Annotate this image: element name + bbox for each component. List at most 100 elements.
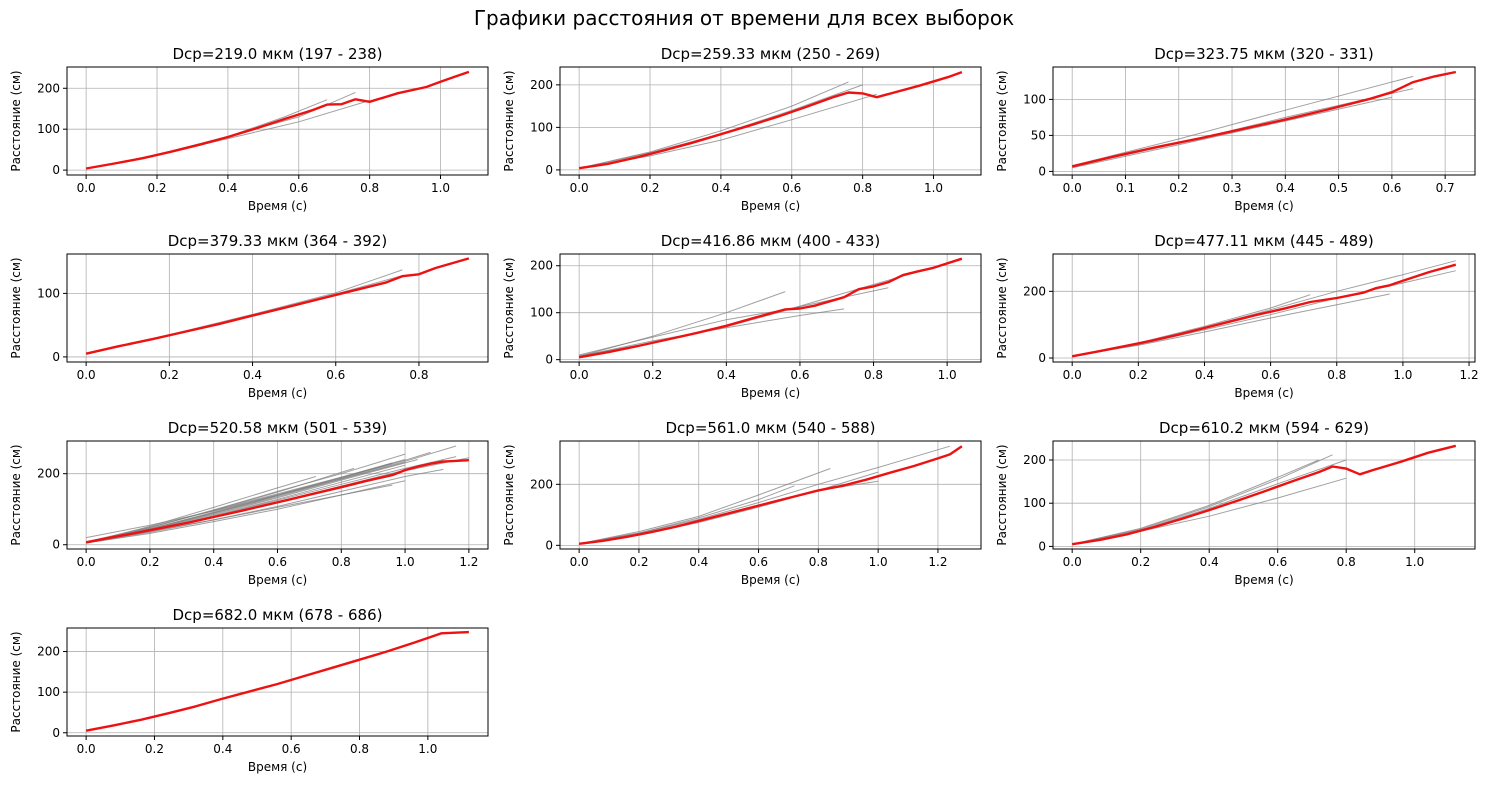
x-tick-label: 0.0 — [1063, 555, 1082, 569]
y-tick-label: 200 — [530, 78, 553, 92]
sample-series-line — [578, 291, 786, 357]
series-group — [1072, 444, 1457, 546]
sample-series-line — [85, 467, 355, 544]
y-tick-label: 100 — [530, 306, 553, 320]
subplot-5: 0.0 0.2 0.4 0.6 0.8 1.0 0 100 200 Dср=416.86 мкм … — [502, 232, 982, 400]
x-axis-label: Время (с) — [248, 760, 307, 774]
series-group — [85, 257, 470, 355]
subplot-title: Dср=379.33 мкм (364 - 392) — [168, 232, 388, 250]
x-tick-label: 0.6 — [289, 181, 308, 195]
y-tick-label: 0 — [1038, 164, 1046, 178]
axes-frame — [66, 66, 489, 176]
y-axis-label: Расстояние (см) — [9, 631, 23, 732]
x-tick-label: 0.0 — [77, 181, 96, 195]
x-tick-label: 1.0 — [938, 368, 957, 382]
x-tick-label: 0.4 — [243, 368, 262, 382]
axes-frame — [1052, 440, 1476, 550]
series-group — [1071, 70, 1457, 169]
x-tick-label: 0.8 — [332, 555, 351, 569]
subplot-title: Dср=219.0 мкм (197 - 238) — [173, 45, 383, 63]
y-tick-label: 0 — [52, 726, 60, 740]
x-tick-label: 0.8 — [1327, 368, 1346, 382]
axes-frame — [1052, 253, 1476, 363]
x-tick-label: 0.4 — [689, 555, 708, 569]
sample-series-line — [1072, 454, 1333, 545]
y-tick-label: 200 — [37, 645, 60, 659]
sample-series-line — [1072, 459, 1347, 545]
subplot-4: 0.0 0.2 0.4 0.6 0.8 0 100 Dср=379.33 мкм (364 -… — [9, 232, 489, 400]
mean-series-line — [85, 630, 469, 732]
sample-series-line — [1072, 459, 1319, 545]
x-axis-label: Время (с) — [248, 386, 307, 400]
subplot-3: 0.0 0.1 0.2 0.3 0.4 0.5 0.6 0.7 0 50 100 Dср=323.75… — [995, 45, 1476, 213]
mean-series-line — [578, 70, 963, 170]
axes-frame — [66, 253, 489, 363]
x-tick-label: 0.6 — [749, 555, 768, 569]
subplot-1: 0.0 0.2 0.4 0.6 0.8 1.0 0 100 200 Dср=219.0 мкм (… — [9, 45, 489, 213]
y-tick-label: 100 — [37, 286, 60, 300]
mean-series-line — [85, 257, 470, 355]
x-tick-label: 0.7 — [1436, 181, 1455, 195]
sample-series-line — [1072, 96, 1393, 169]
x-tick-label: 0.4 — [711, 181, 730, 195]
sample-series-line — [578, 308, 845, 357]
x-tick-label: 0.8 — [853, 181, 872, 195]
y-tick-label: 0 — [52, 350, 60, 364]
x-tick-label: 0.0 — [570, 555, 589, 569]
subplot-title: Dср=259.33 мкм (250 - 269) — [661, 45, 881, 63]
x-tick-label: 0.6 — [1268, 555, 1287, 569]
y-tick-label: 200 — [37, 467, 60, 481]
y-tick-label: 0 — [1038, 351, 1046, 365]
x-tick-label: 0.2 — [629, 555, 648, 569]
y-tick-label: 200 — [1023, 453, 1046, 467]
sample-series-line — [85, 269, 403, 355]
subplot-7: 0.0 0.2 0.4 0.6 0.8 1.0 1.2 0 200 Dср=520.58 мкм … — [9, 419, 489, 587]
x-axis-label: Время (с) — [1234, 386, 1293, 400]
x-tick-label: 1.0 — [396, 555, 415, 569]
x-tick-label: 0.8 — [350, 742, 369, 756]
figure-title: Графики расстояния от времени для всех в… — [473, 6, 1015, 30]
sample-series-line — [86, 99, 328, 169]
y-axis-label: Расстояние (см) — [995, 257, 1009, 358]
sample-series-line — [86, 462, 393, 539]
x-tick-label: 0.6 — [268, 555, 287, 569]
x-tick-label: 0.4 — [717, 368, 736, 382]
x-axis-label: Время (с) — [1234, 199, 1293, 213]
x-tick-label: 1.0 — [1405, 555, 1424, 569]
y-tick-label: 200 — [1023, 284, 1046, 298]
mean-series-line — [578, 257, 963, 359]
sample-series-line — [86, 468, 444, 544]
x-tick-label: 0.5 — [1329, 181, 1348, 195]
mean-series-line — [1071, 70, 1457, 168]
sample-series-line — [85, 476, 316, 544]
y-tick-label: 100 — [1023, 92, 1046, 106]
x-tick-label: 0.6 — [1261, 368, 1280, 382]
sample-series-line — [1072, 294, 1311, 357]
x-tick-label: 0.0 — [570, 368, 589, 382]
subplot-title: Dср=561.0 мкм (540 - 588) — [666, 419, 876, 437]
y-tick-label: 100 — [37, 685, 60, 699]
series-group — [578, 445, 963, 545]
x-tick-label: 0.6 — [326, 368, 345, 382]
series-group — [578, 257, 963, 359]
x-tick-label: 0.6 — [1382, 181, 1401, 195]
x-tick-label: 1.0 — [431, 181, 450, 195]
x-tick-label: 1.2 — [928, 555, 947, 569]
sample-series-line — [578, 306, 800, 356]
sample-series-line — [578, 81, 849, 169]
axes-frame — [1052, 66, 1476, 176]
axes-frame — [559, 440, 982, 550]
subplot-title: Dср=610.2 мкм (594 - 629) — [1159, 419, 1369, 437]
series-group — [85, 445, 470, 544]
y-tick-label: 200 — [37, 81, 60, 95]
y-tick-label: 200 — [530, 477, 553, 491]
series-group — [85, 630, 469, 732]
x-tick-label: 0.6 — [790, 368, 809, 382]
x-tick-label: 0.8 — [409, 368, 428, 382]
sample-series-line — [579, 468, 831, 545]
y-axis-label: Расстояние (см) — [502, 70, 516, 171]
y-axis-label: Расстояние (см) — [9, 444, 23, 545]
y-tick-label: 0 — [545, 538, 553, 552]
